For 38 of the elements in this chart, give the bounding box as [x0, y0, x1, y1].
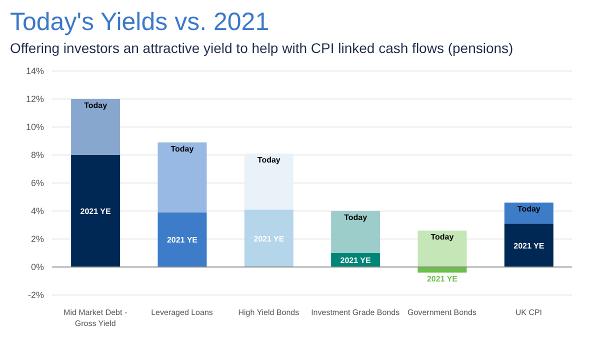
series-label: 2021 YE	[340, 256, 372, 265]
y-tick-label: 10%	[26, 122, 44, 132]
x-tick-label: Investment Grade Bonds	[311, 308, 400, 317]
x-tick-label: Government Bonds	[408, 308, 476, 317]
text: Today	[257, 156, 280, 165]
text: 2021 YE	[166, 236, 198, 245]
y-tick-label: 12%	[26, 94, 44, 104]
bar	[244, 154, 294, 210]
series-label: Today	[84, 101, 108, 110]
y-tick-label: 0%	[30, 262, 44, 272]
bar	[504, 202, 554, 224]
bar	[158, 142, 207, 212]
y-tick-label: 8%	[30, 150, 44, 160]
text: Today	[517, 204, 540, 214]
x-tick-label: Mid Market Debt - Gross Yield	[64, 308, 128, 328]
bar	[71, 99, 120, 155]
text: 2021 YE	[80, 207, 111, 216]
text: Today	[430, 232, 454, 242]
y-tick-label: 4%	[30, 206, 44, 216]
bar	[331, 211, 380, 253]
x-tick-label: High Yield Bonds	[238, 308, 300, 317]
y-tick-label: 2%	[30, 234, 44, 244]
chart-subtitle: Offering investors an attractive yield to help with CPI linked cash flows (pensions)	[10, 39, 514, 57]
y-tick-label: 14%	[26, 66, 44, 76]
bar	[244, 210, 294, 267]
y-tick-label: 6%	[30, 178, 44, 188]
y-tick-label: -2%	[28, 290, 44, 300]
text: Today	[170, 144, 194, 154]
chart-title: Today's Yields vs. 2021	[10, 8, 270, 36]
text: 2021 YE	[426, 274, 458, 284]
bar	[504, 224, 554, 267]
x-tick-label: UK CPI	[515, 308, 542, 317]
text: 2021 YE	[254, 234, 284, 244]
text: Today	[344, 213, 368, 222]
text: 2021 YE	[514, 241, 544, 250]
x-tick-label: Leveraged Loans	[151, 308, 213, 317]
bar	[418, 230, 467, 267]
bar	[71, 155, 120, 267]
